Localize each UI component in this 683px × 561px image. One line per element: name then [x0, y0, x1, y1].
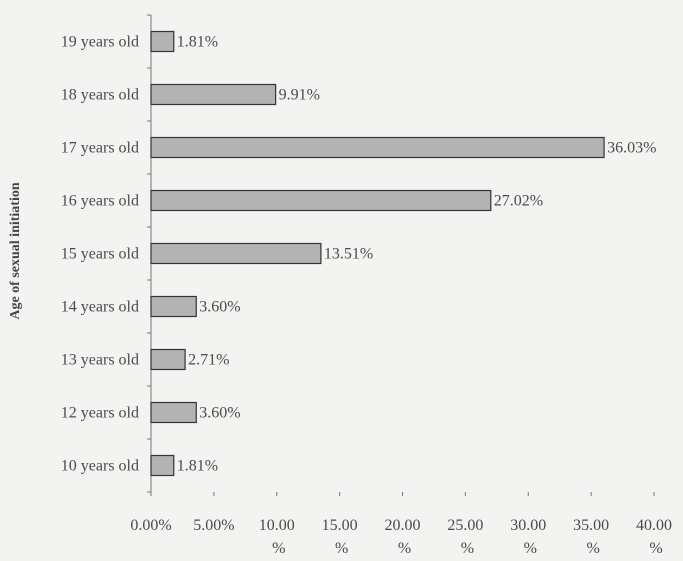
- y-axis-label: Age of sexual initiation: [8, 182, 23, 319]
- data-label: 1.81%: [177, 458, 218, 475]
- data-label: 36.03%: [607, 140, 656, 157]
- bar: [151, 85, 276, 105]
- bar: [151, 244, 321, 264]
- bar: [151, 32, 174, 52]
- x-tick-label: 25.00%: [447, 517, 483, 557]
- data-label: 27.02%: [494, 193, 543, 210]
- x-tick-label: 0.00%: [130, 517, 171, 534]
- x-tick-label: 40.00%: [636, 517, 672, 557]
- category-label: 12 years old: [61, 405, 139, 422]
- category-label: 17 years old: [61, 140, 139, 157]
- category-label: 19 years old: [61, 34, 139, 51]
- x-tick-label: 35.00%: [573, 517, 609, 557]
- category-label: 18 years old: [61, 87, 139, 104]
- x-tick-label: 5.00%: [193, 517, 234, 534]
- data-label: 9.91%: [279, 87, 320, 104]
- data-label: 1.81%: [177, 34, 218, 51]
- category-label: 14 years old: [61, 299, 139, 316]
- category-label: 15 years old: [61, 246, 139, 263]
- category-label: 13 years old: [61, 352, 139, 369]
- x-tick-label: 15.00%: [322, 517, 358, 557]
- data-label: 2.71%: [188, 352, 229, 369]
- category-label: 10 years old: [61, 458, 139, 475]
- bar: [151, 456, 174, 476]
- data-label: 3.60%: [199, 299, 240, 316]
- x-tick-label: 20.00%: [385, 517, 421, 557]
- bar: [151, 138, 604, 158]
- x-tick-label: 30.00%: [510, 517, 546, 557]
- bar: [151, 191, 491, 211]
- bar: [151, 350, 185, 370]
- bar: [151, 403, 196, 423]
- x-tick-label: 10.00%: [259, 517, 295, 557]
- bar: [151, 297, 196, 317]
- data-label: 13.51%: [324, 246, 373, 263]
- plot-area: 10 years old 1.81% 12 years old 3.60% 13 yea…: [61, 15, 672, 557]
- category-label: 16 years old: [61, 193, 139, 210]
- data-label: 3.60%: [199, 405, 240, 422]
